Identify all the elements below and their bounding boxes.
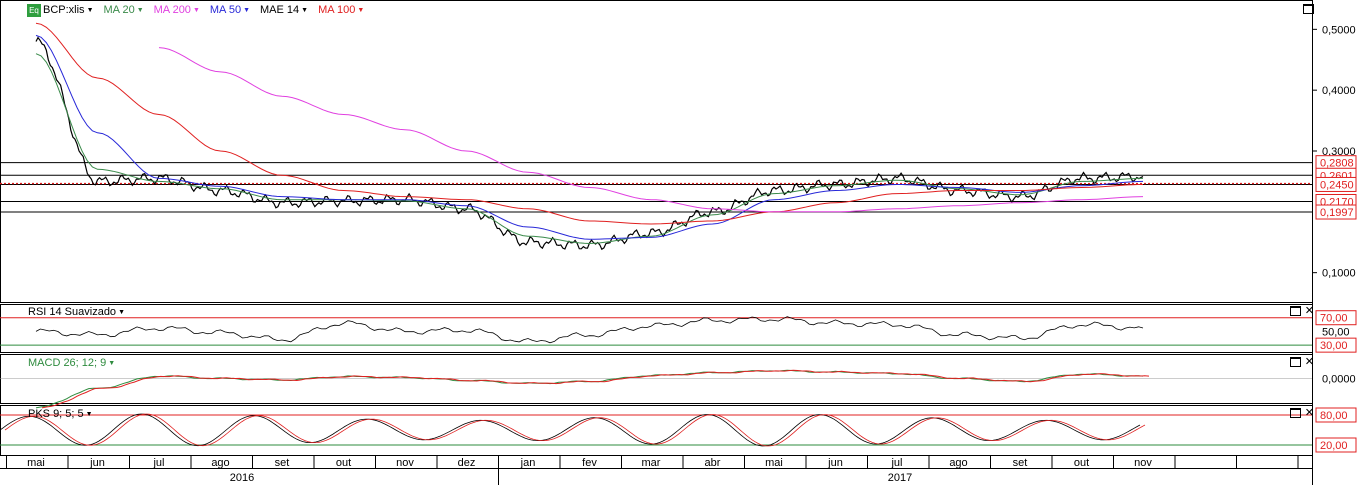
macd-line [35,369,1144,409]
month-tick-label: jun [827,457,843,469]
legend-mae14[interactable]: MAE 14 ▼ [260,4,308,16]
macd-label-text: MACD 26; 12; 9 [28,357,107,369]
year-label: 2017 [888,472,912,484]
rsi-tick-label: 30,00 [1320,340,1348,352]
series-line-ma-200 [158,47,1144,213]
pks-panel-controls: ✕ [1289,407,1314,419]
rsi-line [35,316,1144,344]
month-tick-label: set [1013,457,1028,469]
price-tick-label: 0,4000 [1322,85,1356,97]
series-line-ma-50 [35,34,1144,240]
price-tick-label: 0,1000 [1322,268,1356,280]
month-tick-label: dez [458,457,476,469]
month-tick-label: jan [520,457,536,469]
price-tick-label: 0,5000 [1322,24,1356,36]
month-tick-label: ago [949,457,967,469]
month-tick-label: nov [396,457,414,469]
close-icon[interactable]: ✕ [1304,305,1314,317]
rsi-level-box [1315,310,1357,326]
month-tick-label: jul [890,457,902,469]
month-tick-label: ago [211,457,229,469]
legend-symbol[interactable]: BCP:xlis ▼ [43,4,94,16]
maximize-icon[interactable] [1289,306,1301,316]
price-level-label: 0,1997 [1320,207,1354,219]
maximize-icon[interactable] [1289,408,1301,418]
legend-ma20[interactable]: MA 20 ▼ [104,4,144,16]
legend-ma50-label: MA 50 [209,4,242,16]
close-icon[interactable]: ✕ [1304,356,1314,368]
chevron-down-icon: ▼ [108,360,116,367]
year-label: 2016 [230,472,254,484]
pks-panel-label[interactable]: PKS 9; 5; 5 ▼ [28,408,93,420]
chevron-down-icon: ▼ [357,7,365,14]
price-level-label: 0,2450 [1320,179,1354,191]
legend-ma50[interactable]: MA 50 ▼ [210,4,250,16]
month-tick-label: mar [642,457,661,469]
month-tick-label: abr [705,457,721,469]
pks-tick-label: 80,00 [1320,410,1348,422]
chevron-down-icon: ▼ [243,7,250,14]
month-tick-label: jul [152,457,164,469]
pks-level-box [1315,407,1357,423]
macd-signal-line [41,369,1150,409]
price-level-box [1315,204,1357,220]
rsi-label-text: RSI 14 Suavizado [28,306,117,318]
pks-label-text: PKS 9; 5; 5 [28,408,84,420]
macd-panel-label[interactable]: MACD 26; 12; 9 ▼ [28,357,115,369]
rsi-tick-label: 50,00 [1322,326,1350,338]
chevron-down-icon: ▼ [86,7,94,14]
month-tick-label: jun [89,457,105,469]
rsi-panel-controls: ✕ [1289,305,1314,317]
legend-ma200-label: MA 200 [153,4,191,16]
close-icon[interactable]: ✕ [1304,407,1314,419]
rsi-panel-label[interactable]: RSI 14 Suavizado ▼ [28,306,125,318]
price-tick-label: 0,3000 [1322,146,1356,158]
macd-panel-controls: ✕ [1289,356,1314,368]
chevron-down-icon: ▼ [136,7,144,14]
price-level-box [1315,176,1357,192]
legend-mae14-label: MAE 14 [260,4,300,16]
price-panel-controls [1303,4,1314,14]
panel-frame [0,405,1313,456]
equity-badge: Eq [27,3,41,17]
pks-tick-label: 20,00 [1320,440,1348,452]
maximize-icon[interactable] [1289,357,1301,367]
legend-ma100[interactable]: MA 100 ▼ [318,4,364,16]
legend-symbol-label: BCP:xlis [43,4,85,16]
month-tick-label: fev [582,457,597,469]
series-line-ma-100 [35,22,1143,225]
chevron-down-icon: ▼ [118,309,125,316]
chevron-down-icon: ▼ [192,7,200,14]
month-tick-label: nov [1134,457,1152,469]
legend-ma200[interactable]: MA 200 ▼ [154,4,200,16]
legend-ma20-label: MA 20 [103,4,135,16]
series-line-ma-20 [35,53,1143,245]
month-tick-label: out [1074,457,1089,469]
rsi-tick-label: 70,00 [1320,313,1348,325]
rsi-level-box [1315,337,1357,353]
macd-tick-label: 0,0000 [1322,374,1356,386]
panel-frame [0,0,1313,303]
chart-legend: Eq BCP:xlis ▼ MA 20 ▼ MA 200 ▼ MA 50 ▼ MAE 1… [27,3,374,17]
pks-d-line [4,413,1146,447]
month-tick-label: out [336,457,351,469]
pks-k-line [0,413,1141,447]
pks-level-box [1315,437,1357,453]
legend-ma100-label: MA 100 [318,4,356,16]
chevron-down-icon: ▼ [301,7,309,14]
month-tick-label: mai [27,457,45,469]
month-tick-label: set [275,457,290,469]
maximize-icon[interactable] [1303,4,1314,14]
panel-frame [0,354,1313,404]
month-tick-label: mai [765,457,783,469]
chevron-down-icon: ▼ [85,411,93,418]
price-level-label: 0,2808 [1320,158,1354,170]
